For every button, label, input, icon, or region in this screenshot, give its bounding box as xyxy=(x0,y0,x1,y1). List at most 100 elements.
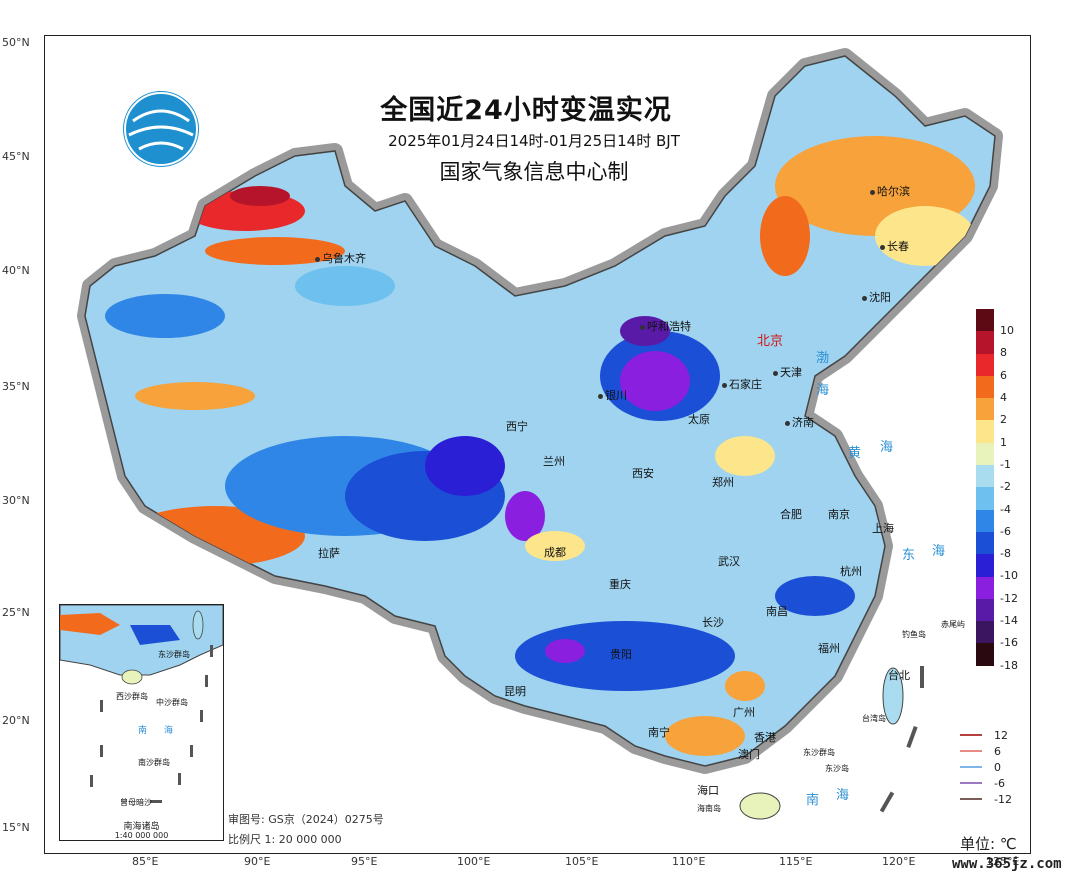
city-beijing: 北京 xyxy=(757,334,784,349)
cma-logo-icon xyxy=(123,91,199,167)
city-kunming: 昆明 xyxy=(504,685,526,698)
boundary-dash xyxy=(920,666,924,688)
legend-label: -8 xyxy=(1000,547,1011,561)
legend-label: -12 xyxy=(1000,591,1018,605)
sea-bo-hai: 海 xyxy=(816,383,830,398)
city-fuzhou: 福州 xyxy=(818,642,840,655)
boundary-dash xyxy=(210,645,213,657)
city-shenyang: 沈阳 xyxy=(862,289,891,305)
island-diaoyu: 钓鱼岛 xyxy=(902,630,926,639)
legend-label: -10 xyxy=(1000,569,1018,583)
legend-label: 4 xyxy=(1000,391,1007,405)
inset-dongsha: 东沙群岛 xyxy=(158,650,190,659)
legend-swatch xyxy=(976,420,994,443)
color-legend xyxy=(976,309,994,666)
contour-legend-row: -12 xyxy=(960,791,1012,807)
contour-value-label: -12 xyxy=(994,792,1012,806)
inset-sea: 海 xyxy=(164,726,174,736)
contour-line-swatch xyxy=(960,750,982,752)
scale-label: 比例尺 1: 20 000 000 xyxy=(228,833,342,846)
city-shijiazhuang: 石家庄 xyxy=(722,376,762,392)
city-changchun: 长春 xyxy=(880,238,909,254)
sea-huang: 黄 xyxy=(848,446,862,461)
island-taiwan: 台湾岛 xyxy=(862,714,886,723)
city-guiyang: 贵阳 xyxy=(610,648,632,661)
city-hefei: 合肥 xyxy=(780,508,802,521)
city-guangzhou: 广州 xyxy=(733,706,755,719)
inset-title: 南海诸岛 xyxy=(123,822,160,832)
inset-south: 南 xyxy=(138,726,148,736)
legend-swatch xyxy=(976,509,994,532)
sea-huang-hai: 海 xyxy=(880,440,894,455)
city-taiyuan: 太原 xyxy=(688,413,710,426)
lon-label-120: 120°E xyxy=(882,855,916,868)
island-dongsha: 东沙岛 xyxy=(825,764,849,773)
contour-value-label: 6 xyxy=(994,744,1001,758)
lat-label-15: 15°N xyxy=(2,821,30,834)
lon-label-105: 105°E xyxy=(565,855,599,868)
boundary-dash xyxy=(205,675,208,687)
island-hainan: 海南岛 xyxy=(697,804,721,813)
city-taibei: 台北 xyxy=(888,669,910,682)
legend-swatch xyxy=(976,375,994,399)
boundary-dash xyxy=(90,775,93,787)
legend-swatch xyxy=(976,465,994,488)
city-xian: 西安 xyxy=(632,467,654,480)
lon-label-90: 90°E xyxy=(244,855,271,868)
south-china-sea-inset: 东沙群岛 西沙群岛 中沙群岛 南 海 南沙群岛 曾母暗沙 南海诸岛 1:40 0… xyxy=(59,604,224,841)
legend-swatch xyxy=(976,621,994,644)
city-xining: 西宁 xyxy=(506,420,528,433)
inset-xisha: 西沙群岛 xyxy=(116,692,148,701)
legend-label: 1 xyxy=(1000,435,1007,449)
inset-zhongsha: 中沙群岛 xyxy=(156,698,188,707)
lon-label-115: 115°E xyxy=(779,855,813,868)
legend-swatch xyxy=(976,487,994,510)
legend-swatch xyxy=(976,442,994,466)
city-nanning: 南宁 xyxy=(648,726,670,739)
contour-legend-row: -6 xyxy=(960,775,1012,791)
inset-zengmu: 曾母暗沙 xyxy=(120,798,152,807)
lat-label-50: 50°N xyxy=(2,36,30,49)
inset-nansha: 南沙群岛 xyxy=(138,758,170,767)
city-aomen: 澳门 xyxy=(738,748,760,761)
city-nanchang: 南昌 xyxy=(766,605,788,618)
legend-swatch xyxy=(976,309,994,332)
sea-dong-hai: 海 xyxy=(932,544,946,559)
boundary-dash xyxy=(879,791,895,813)
legend-swatch xyxy=(976,643,994,666)
city-lasa: 拉萨 xyxy=(318,547,340,560)
legend-swatch xyxy=(976,353,994,376)
boundary-dash xyxy=(150,800,162,803)
city-hohhot: 呼和浩特 xyxy=(640,318,691,334)
contour-legend-row: 0 xyxy=(960,759,1012,775)
legend-swatch xyxy=(976,554,994,577)
boundary-dash xyxy=(190,745,193,757)
city-nanjing: 南京 xyxy=(828,508,850,521)
city-jinan: 济南 xyxy=(785,414,814,430)
lon-label-110: 110°E xyxy=(672,855,706,868)
map-subtitle: 2025年01月24日14时-01月25日14时 BJT xyxy=(388,132,680,150)
city-changsha: 长沙 xyxy=(702,616,724,629)
city-tianjin: 天津 xyxy=(773,364,802,380)
city-xianggang: 香港 xyxy=(754,731,776,744)
contour-value-label: 0 xyxy=(994,760,1001,774)
lon-label-125: 125°E xyxy=(986,855,1020,868)
legend-label: -14 xyxy=(1000,614,1018,628)
city-chongqing: 重庆 xyxy=(609,578,631,591)
legend-label: -1 xyxy=(1000,457,1011,471)
legend-label: -18 xyxy=(1000,658,1018,672)
hainan-island xyxy=(739,792,781,820)
map-title: 全国近24小时变温实况 xyxy=(380,95,672,126)
watermark: www.365jz.com xyxy=(952,856,1062,872)
legend-swatch xyxy=(976,598,994,622)
legend-label: -16 xyxy=(1000,636,1018,650)
lat-label-25: 25°N xyxy=(2,606,30,619)
contour-line-swatch xyxy=(960,782,982,784)
inset-scale: 1:40 000 000 xyxy=(114,831,169,840)
sea-bo: 渤 xyxy=(816,351,830,366)
lon-label-85: 85°E xyxy=(132,855,159,868)
city-zhengzhou: 郑州 xyxy=(712,476,734,489)
city-yinchuan: 银川 xyxy=(598,387,627,403)
audit-number: 审图号: GS京（2024）0275号 xyxy=(228,813,384,826)
city-haerbin: 哈尔滨 xyxy=(870,183,910,199)
